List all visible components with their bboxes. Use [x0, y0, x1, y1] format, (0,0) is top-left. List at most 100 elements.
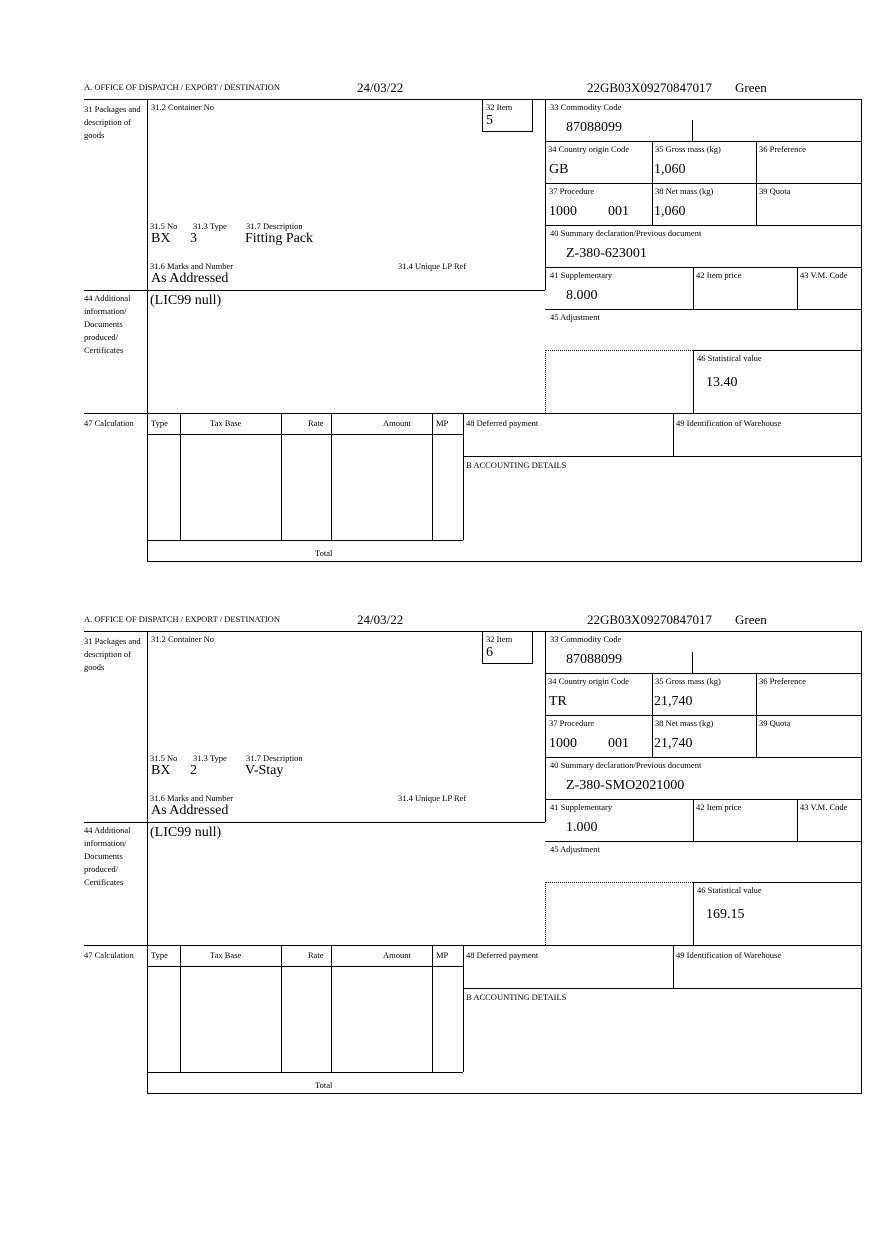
marks-label: 31.6 Marks and Number: [150, 793, 234, 803]
rule: [545, 715, 862, 716]
rule: [756, 673, 757, 757]
previous-document-value: Z-380-623001: [566, 246, 647, 261]
additional-info-value: (LIC99 null): [150, 293, 222, 308]
vm-code-label: 43 V.M. Code: [800, 802, 848, 812]
accounting-details-label: B ACCOUNTING DETAILS: [466, 460, 567, 470]
dotted-rule: [545, 350, 693, 351]
gross-mass-value: 1,060: [654, 162, 686, 177]
rule: [482, 131, 533, 132]
rule: [692, 120, 693, 141]
pkg-description-label: 31.7 Description: [246, 753, 303, 763]
rule: [797, 799, 798, 841]
procedure-label: 37 Procedure: [549, 186, 595, 196]
procedure-code-value: 1000: [549, 736, 577, 751]
quota-label: 39 Quota: [759, 718, 791, 728]
marks-value: As Addressed: [151, 271, 229, 286]
item-label: 32 Item: [486, 102, 513, 112]
supplementary-value: 8.000: [566, 288, 598, 303]
rule: [693, 350, 694, 413]
rule: [147, 1072, 463, 1073]
calc-amount-header: Amount: [383, 418, 411, 428]
rule: [482, 663, 533, 664]
rule: [545, 225, 862, 226]
calculation-label: 47 Calculation: [84, 950, 134, 960]
item-value: 6: [486, 645, 493, 660]
commodity-code-label: 33 Commodity Code: [550, 102, 622, 112]
rule: [180, 413, 181, 540]
rule: [84, 945, 862, 946]
commodity-code-label: 33 Commodity Code: [550, 634, 622, 644]
rule: [545, 183, 862, 184]
container-no-label: 31.2 Container No: [151, 102, 215, 112]
commodity-code-value: 87088099: [566, 120, 622, 135]
supplementary-value: 1.000: [566, 820, 598, 835]
calc-type-header: Type: [151, 418, 168, 428]
rule: [693, 799, 694, 841]
country-origin-value: GB: [549, 162, 569, 177]
commodity-code-value: 87088099: [566, 652, 622, 667]
net-mass-value: 1,060: [654, 204, 686, 219]
rule: [84, 631, 862, 632]
declaration-date: 24/03/22: [357, 80, 404, 95]
summary-declaration-label: 40 Summary declaration/Previous document: [550, 228, 702, 238]
item-value: 5: [486, 113, 493, 128]
rule: [281, 413, 282, 540]
rule: [432, 413, 433, 540]
previous-document-value: Z-380-SMO2021000: [566, 778, 685, 793]
pkg-no-label: 31.5 No: [150, 753, 178, 763]
rule: [861, 631, 862, 1093]
calc-total-label: Total: [315, 548, 333, 558]
deferred-payment-label: 48 Deferred payment: [466, 950, 539, 960]
calc-amount-header: Amount: [383, 950, 411, 960]
supplementary-label: 41 Supplementary: [550, 270, 613, 280]
calc-rate-header: Rate: [308, 418, 324, 428]
declaration-date: 24/03/22: [357, 612, 404, 627]
rule: [673, 413, 674, 456]
route-colour: Green: [735, 80, 767, 95]
calc-rate-header: Rate: [308, 950, 324, 960]
procedure-label: 37 Procedure: [549, 718, 595, 728]
rule: [652, 141, 653, 225]
pkg-description-value: Fitting Pack: [245, 231, 314, 246]
rule: [693, 267, 694, 309]
rule: [147, 540, 463, 541]
rule: [432, 945, 433, 1072]
rule: [331, 945, 332, 1072]
dotted-rule: [545, 350, 546, 413]
procedure-sub-value: 001: [608, 736, 629, 751]
rule: [545, 841, 862, 842]
adjustment-label: 45 Adjustment: [550, 844, 600, 854]
statistical-value-label: 46 Statistical value: [697, 353, 762, 363]
pkg-no-value: BX: [151, 763, 171, 778]
accounting-details-label: B ACCOUNTING DETAILS: [466, 992, 567, 1002]
statistical-value-label: 46 Statistical value: [697, 885, 762, 895]
statistical-value: 169.15: [706, 907, 745, 922]
calc-tax-base-header: Tax Base: [210, 950, 242, 960]
warehouse-id-label: 49 Identification of Warehouse: [676, 950, 782, 960]
rule: [281, 945, 282, 1072]
rule: [147, 434, 463, 435]
marks-label: 31.6 Marks and Number: [150, 261, 234, 271]
rule: [692, 652, 693, 673]
rule: [180, 945, 181, 1072]
rule: [147, 99, 148, 561]
rule: [84, 413, 862, 414]
pkg-type-label: 31.3 Type: [193, 221, 227, 231]
rule: [463, 988, 862, 989]
rule: [84, 99, 862, 100]
pkg-description-label: 31.7 Description: [246, 221, 303, 231]
rule: [331, 413, 332, 540]
net-mass-label: 38 Net mass (kg): [655, 186, 714, 196]
rule: [532, 631, 533, 663]
additional-info-label: 44 Additional information/ Documents pro…: [84, 825, 131, 887]
rule: [756, 141, 757, 225]
rule: [673, 945, 674, 988]
additional-info-value: (LIC99 null): [150, 825, 222, 840]
customs-declaration-item: A. OFFICE OF DISPATCH / EXPORT / DESTINA…: [0, 80, 882, 570]
pkg-description-value: V-Stay: [245, 763, 284, 778]
rule: [545, 267, 862, 268]
adjustment-label: 45 Adjustment: [550, 312, 600, 322]
rule: [463, 413, 464, 540]
additional-info-label: 44 Additional information/ Documents pro…: [84, 293, 131, 355]
packages-label: 31 Packages and description of goods: [84, 636, 141, 672]
